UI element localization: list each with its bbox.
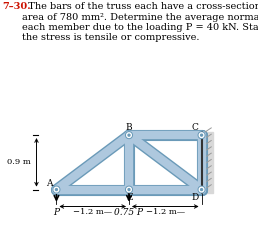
Circle shape	[54, 187, 59, 192]
Text: −1.2 m—: −1.2 m—	[146, 208, 185, 216]
Text: B: B	[125, 123, 132, 132]
Circle shape	[199, 133, 204, 137]
Text: 7–30.: 7–30.	[3, 2, 31, 11]
Text: 0.75 P: 0.75 P	[115, 208, 143, 217]
Text: P: P	[53, 208, 59, 217]
Bar	[202, 132, 213, 193]
Circle shape	[127, 133, 131, 137]
Circle shape	[201, 189, 203, 191]
Text: E: E	[126, 193, 133, 202]
Circle shape	[128, 189, 130, 191]
Circle shape	[128, 134, 130, 136]
Text: The bars of the truss each have a cross-sectional
area of 780 mm². Determine the: The bars of the truss each have a cross-…	[22, 2, 258, 42]
Circle shape	[53, 186, 60, 193]
Text: D: D	[191, 193, 199, 202]
Circle shape	[198, 186, 205, 193]
Circle shape	[127, 187, 131, 192]
Circle shape	[55, 189, 57, 191]
Circle shape	[126, 132, 132, 139]
Circle shape	[198, 132, 205, 139]
Circle shape	[201, 134, 203, 136]
Circle shape	[199, 187, 204, 192]
Circle shape	[126, 186, 132, 193]
Text: A: A	[46, 179, 52, 188]
Text: 0.9 m: 0.9 m	[7, 158, 31, 166]
Text: C: C	[192, 123, 199, 132]
Text: −1.2 m—: −1.2 m—	[73, 208, 112, 216]
